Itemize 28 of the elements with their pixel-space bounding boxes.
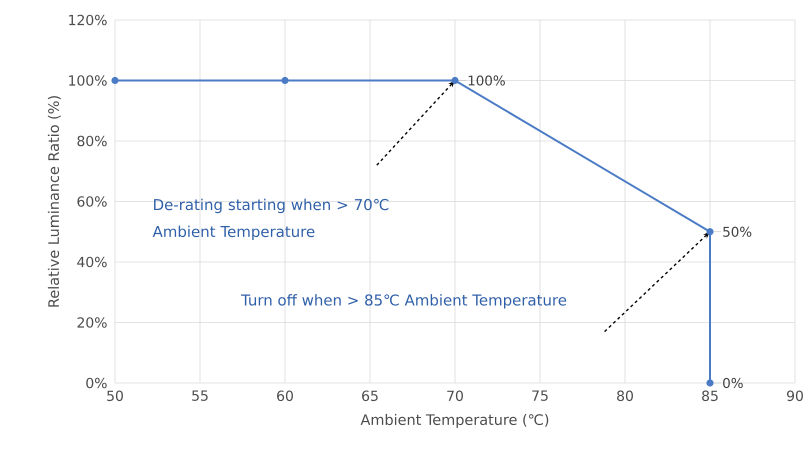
- data-label: 100%: [468, 75, 505, 86]
- y-tick-label: 80%: [77, 136, 107, 146]
- point: [706, 379, 714, 387]
- x-tick-label: 90: [787, 390, 803, 402]
- data-label: 50%: [723, 226, 752, 237]
- point: [281, 76, 289, 84]
- x-axis-title: Ambient Temperature (℃): [360, 414, 548, 428]
- y-tick-label: 20%: [77, 317, 107, 328]
- point: [706, 228, 714, 236]
- x-tick-label: 60: [277, 390, 293, 402]
- annotation: Turn off when > 85℃ Ambient Temperature: [241, 294, 566, 309]
- y-axis-title: Relative Luminance Ratio (%): [48, 96, 61, 307]
- y-tick-label: 40%: [77, 256, 107, 268]
- x-tick-label: 70: [447, 390, 463, 402]
- annotation: De-rating starting when > 70℃ Ambient Temperature: [152, 198, 388, 240]
- point: [111, 76, 119, 84]
- point: [451, 76, 459, 84]
- x-tick-label: 55: [192, 390, 208, 401]
- x-tick-label: 65: [362, 390, 378, 402]
- y-tick-label: 100%: [69, 75, 107, 86]
- x-tick-label: 85: [702, 390, 718, 402]
- y-tick-label: 60%: [77, 196, 107, 207]
- y-tick-label: 120%: [69, 14, 107, 26]
- x-tick-label: 80: [617, 390, 633, 402]
- data-label: 0%: [723, 378, 743, 388]
- x-tick-label: 50: [107, 390, 123, 402]
- y-tick-label: 0%: [86, 378, 107, 388]
- x-tick-label: 75: [532, 390, 548, 401]
